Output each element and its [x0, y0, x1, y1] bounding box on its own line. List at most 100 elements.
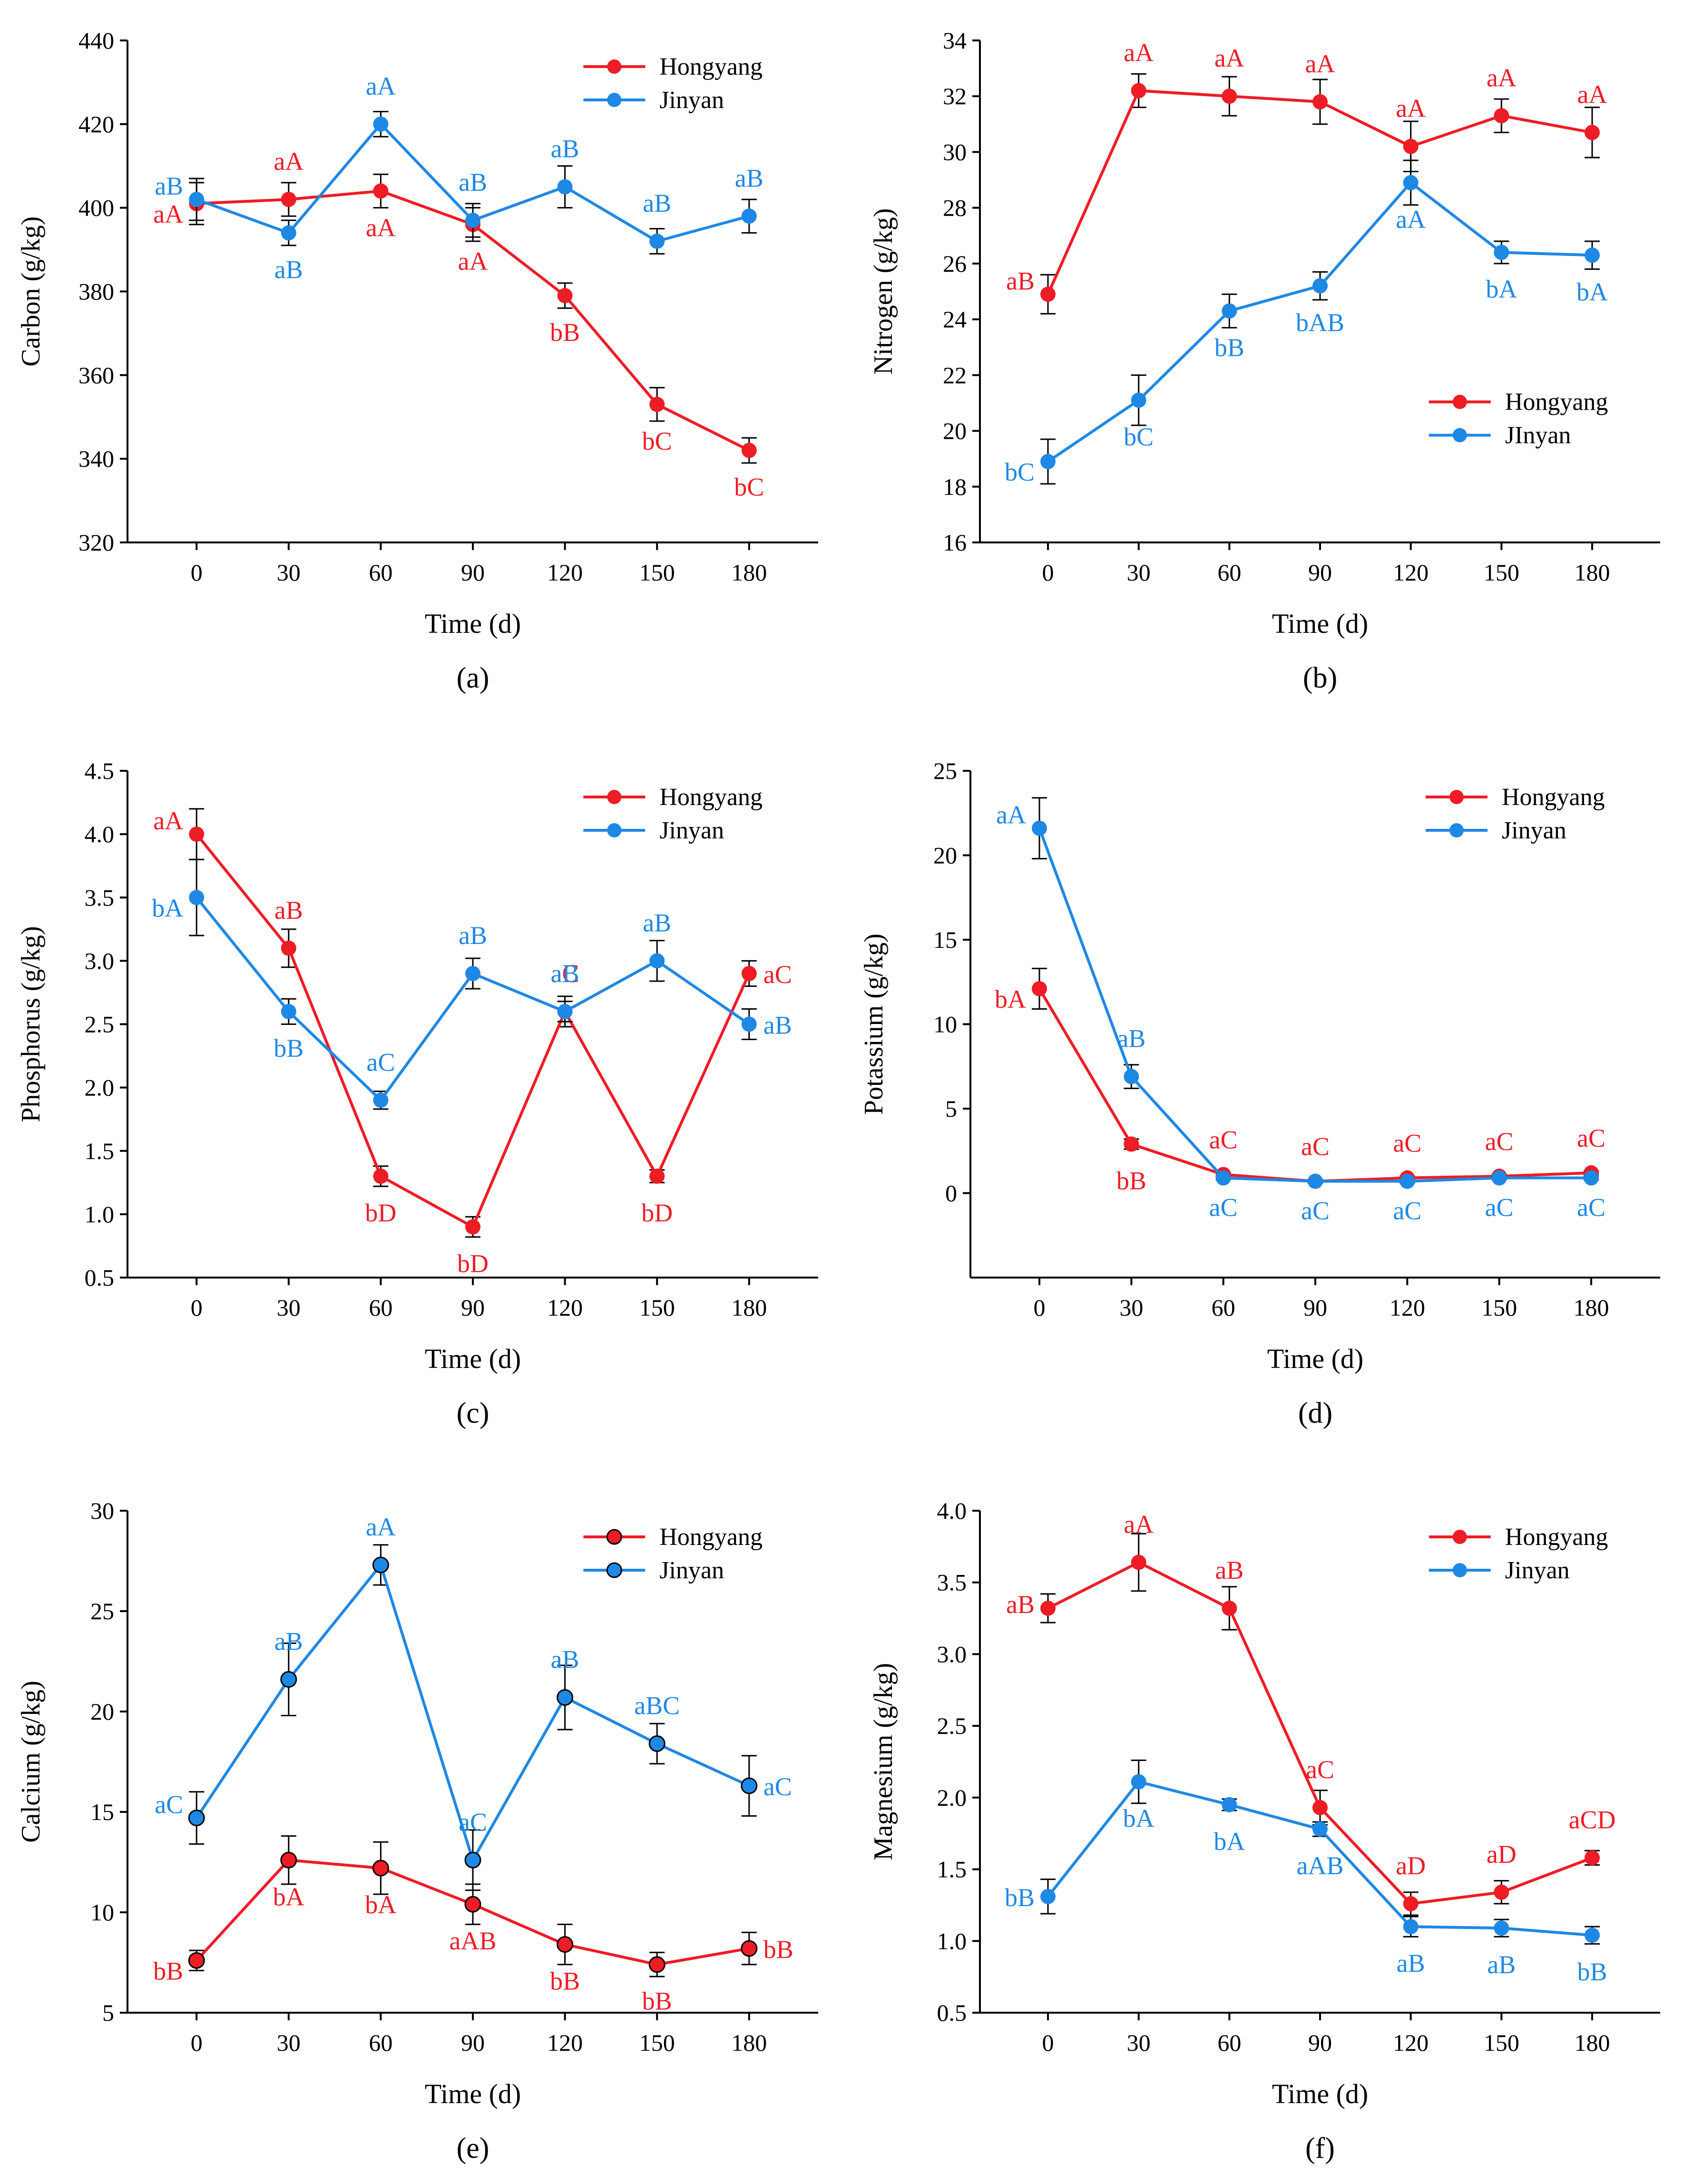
- data-point: [189, 192, 205, 207]
- y-tick-label: 4.5: [85, 758, 115, 784]
- legend-swatch-marker: [607, 790, 622, 804]
- chart-panel-3: 0.5 1.0 1.5 2.0 2.5 3.0 3.5 4.0 4.5 0 30 60 90 120 150…: [16, 758, 818, 1429]
- data-point: [649, 953, 665, 969]
- significance-label: aA: [366, 214, 396, 242]
- significance-label: aBC: [634, 1692, 680, 1720]
- data-point: [1124, 1069, 1139, 1084]
- significance-label: aC: [459, 1808, 487, 1836]
- data-point: [1585, 1850, 1600, 1866]
- significance-label: aB: [459, 168, 487, 197]
- significance-label: aB: [1487, 1950, 1516, 1979]
- data-point: [188, 1952, 205, 1969]
- y-tick-label: 32: [943, 83, 967, 109]
- data-point: [1124, 1136, 1139, 1152]
- y-tick-label: 440: [78, 27, 114, 54]
- data-point: [1222, 1797, 1237, 1812]
- x-tick-label: 30: [1127, 559, 1151, 586]
- data-point: [1585, 247, 1600, 263]
- data-point: [1494, 1884, 1509, 1900]
- y-tick-label: 20: [90, 1698, 114, 1725]
- data-point: [465, 1219, 480, 1235]
- x-tick-label: 30: [277, 559, 301, 586]
- legend-label: Jinyan: [659, 1557, 724, 1584]
- y-tick-label: 20: [943, 418, 967, 444]
- y-tick-label: 1.5: [937, 1856, 967, 1883]
- x-axis-title: Time (d): [425, 608, 521, 639]
- y-tick-label: 34: [943, 27, 967, 54]
- significance-label: aB: [155, 172, 183, 200]
- significance-label: aC: [1301, 1197, 1330, 1225]
- x-tick-label: 90: [461, 1294, 485, 1321]
- data-point: [1491, 1170, 1507, 1186]
- data-point: [741, 443, 757, 458]
- x-tick-label: 60: [369, 559, 392, 586]
- y-tick-label: 0.5: [937, 1999, 967, 2026]
- data-point: [373, 1169, 389, 1184]
- series-jinyan: bB bA bA aAB aB aB bB: [1005, 1759, 1607, 1986]
- y-tick-label: 5: [102, 1999, 114, 2026]
- x-tick-label: 0: [1034, 1294, 1046, 1321]
- y-tick-label: 400: [78, 195, 114, 221]
- x-tick-label: 60: [369, 1294, 392, 1321]
- significance-label: bA: [1123, 1804, 1155, 1833]
- y-tick-label: 3.0: [85, 947, 115, 974]
- significance-label: aC: [1577, 1193, 1605, 1222]
- y-tick-label: 28: [943, 195, 967, 221]
- significance-label: bA: [1214, 1827, 1245, 1856]
- legend-label: Hongyang: [1505, 1524, 1608, 1551]
- significance-label: aA: [153, 807, 183, 835]
- data-point: [280, 1851, 297, 1869]
- panel-caption: (f): [1305, 2132, 1335, 2164]
- y-tick-label: 3.5: [85, 884, 115, 911]
- x-tick-label: 30: [1119, 1294, 1143, 1321]
- x-tick-label: 60: [1212, 1294, 1235, 1321]
- x-axis-title: Time (d): [425, 1343, 521, 1374]
- x-tick-label: 0: [191, 559, 203, 586]
- data-point: [1494, 108, 1509, 124]
- legend-swatch-marker: [607, 823, 622, 837]
- x-tick-label: 0: [191, 1294, 203, 1321]
- significance-label: aCD: [1569, 1805, 1616, 1834]
- y-tick-label: 2.5: [937, 1712, 967, 1739]
- significance-label: bD: [365, 1199, 396, 1227]
- data-point: [1131, 83, 1146, 98]
- significance-label: aA: [366, 1513, 396, 1541]
- data-point: [1040, 1600, 1056, 1616]
- data-point: [281, 940, 296, 956]
- significance-label: aB: [274, 255, 303, 284]
- significance-label: aB: [274, 896, 303, 925]
- data-point: [649, 234, 665, 249]
- data-point: [557, 1936, 574, 1953]
- y-tick-label: 24: [943, 306, 967, 333]
- data-point: [1131, 1774, 1146, 1790]
- data-point: [1494, 245, 1509, 260]
- significance-label: aC: [1393, 1129, 1421, 1158]
- series-hongyang: aA aB bD bD aC bD aC: [153, 807, 792, 1278]
- data-point: [557, 1689, 574, 1706]
- y-tick-label: 16: [943, 529, 967, 556]
- data-point: [281, 225, 296, 241]
- chart-panel-5: 5 10 15 20 25 30 0 30 60 90 120 150 180 Time (d) Calci…: [16, 1497, 818, 2164]
- x-tick-label: 90: [461, 559, 485, 586]
- data-point: [741, 966, 757, 981]
- significance-label: aB: [1006, 266, 1035, 295]
- significance-label: aB: [1215, 1556, 1243, 1584]
- legend-label: Jinyan: [1505, 1557, 1570, 1584]
- significance-label: bB: [1005, 1883, 1035, 1912]
- x-tick-label: 90: [1303, 1294, 1327, 1321]
- series-jinyan: aA aB aC aC aC aC aC: [996, 797, 1605, 1225]
- data-point: [372, 1556, 389, 1574]
- data-point: [1308, 1173, 1323, 1189]
- data-point: [1222, 89, 1237, 104]
- significance-label: aA: [1124, 39, 1154, 67]
- panel-caption: (e): [457, 2132, 489, 2164]
- significance-label: bC: [1124, 423, 1154, 451]
- x-tick-label: 150: [639, 1294, 675, 1321]
- significance-label: aB: [763, 1011, 792, 1040]
- data-point: [1222, 303, 1237, 319]
- y-tick-label: 25: [90, 1598, 114, 1624]
- significance-label: bB: [550, 1967, 580, 1996]
- x-tick-label: 180: [731, 1294, 767, 1321]
